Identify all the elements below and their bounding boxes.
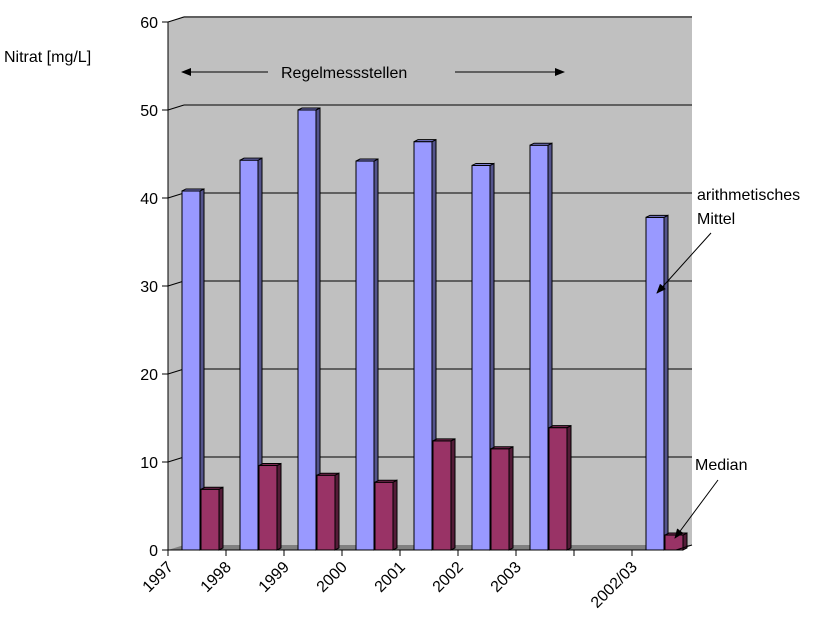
x-tick-label: 1999 <box>256 559 293 596</box>
x-ticks: 1997 1998 1999 2000 2001 2002 2003 2002/03 <box>140 544 693 612</box>
bar-median <box>200 486 224 551</box>
bar-median <box>258 462 282 551</box>
range-label: Regelmessstellen <box>281 65 407 82</box>
grid-lines <box>167 16 692 463</box>
median-arrow <box>674 479 719 539</box>
y-tick-label: 50 <box>140 103 158 120</box>
y-axis-label: Nitrat [mg/L] <box>4 49 91 66</box>
bar-median <box>316 472 340 551</box>
grid-line-diag <box>167 16 185 23</box>
grid-line-diag <box>167 280 185 287</box>
x-tick-label: 2002 <box>430 559 467 596</box>
y-tick-label: 30 <box>140 279 158 296</box>
grid-line-diag <box>167 456 185 463</box>
x-tick-label: 2002/03 <box>588 559 641 612</box>
mean-arrow <box>656 232 712 294</box>
x-tick-label: 2000 <box>314 559 351 596</box>
y-tick-label: 40 <box>140 191 158 208</box>
x-tick-label: 1997 <box>140 559 177 596</box>
axis-corner <box>675 544 693 551</box>
grid-line-diag <box>167 104 185 111</box>
bar-mean <box>645 214 669 551</box>
bar-median <box>490 445 514 551</box>
y-tick-label: 0 <box>149 543 158 560</box>
bars <box>181 107 688 551</box>
y-tick-label: 10 <box>140 455 158 472</box>
x-tick-label: 2003 <box>488 559 525 596</box>
bar-mean <box>297 107 321 551</box>
bar-median <box>548 424 572 551</box>
x-tick-label: 2001 <box>372 559 409 596</box>
grid-line-diag <box>167 368 185 375</box>
mean-label-line1: arithmetisches <box>697 187 800 204</box>
bar-median <box>432 438 456 551</box>
grid-line-diag <box>167 192 185 199</box>
y-tick-label: 20 <box>140 367 158 384</box>
mean-label-line2: Mittel <box>697 211 735 228</box>
x-tick-label: 1998 <box>198 559 235 596</box>
median-label: Median <box>695 457 747 474</box>
bar-median <box>374 479 398 551</box>
y-tick-label: 60 <box>140 15 158 32</box>
y-ticks: 0 10 20 30 40 50 60 <box>140 15 168 560</box>
